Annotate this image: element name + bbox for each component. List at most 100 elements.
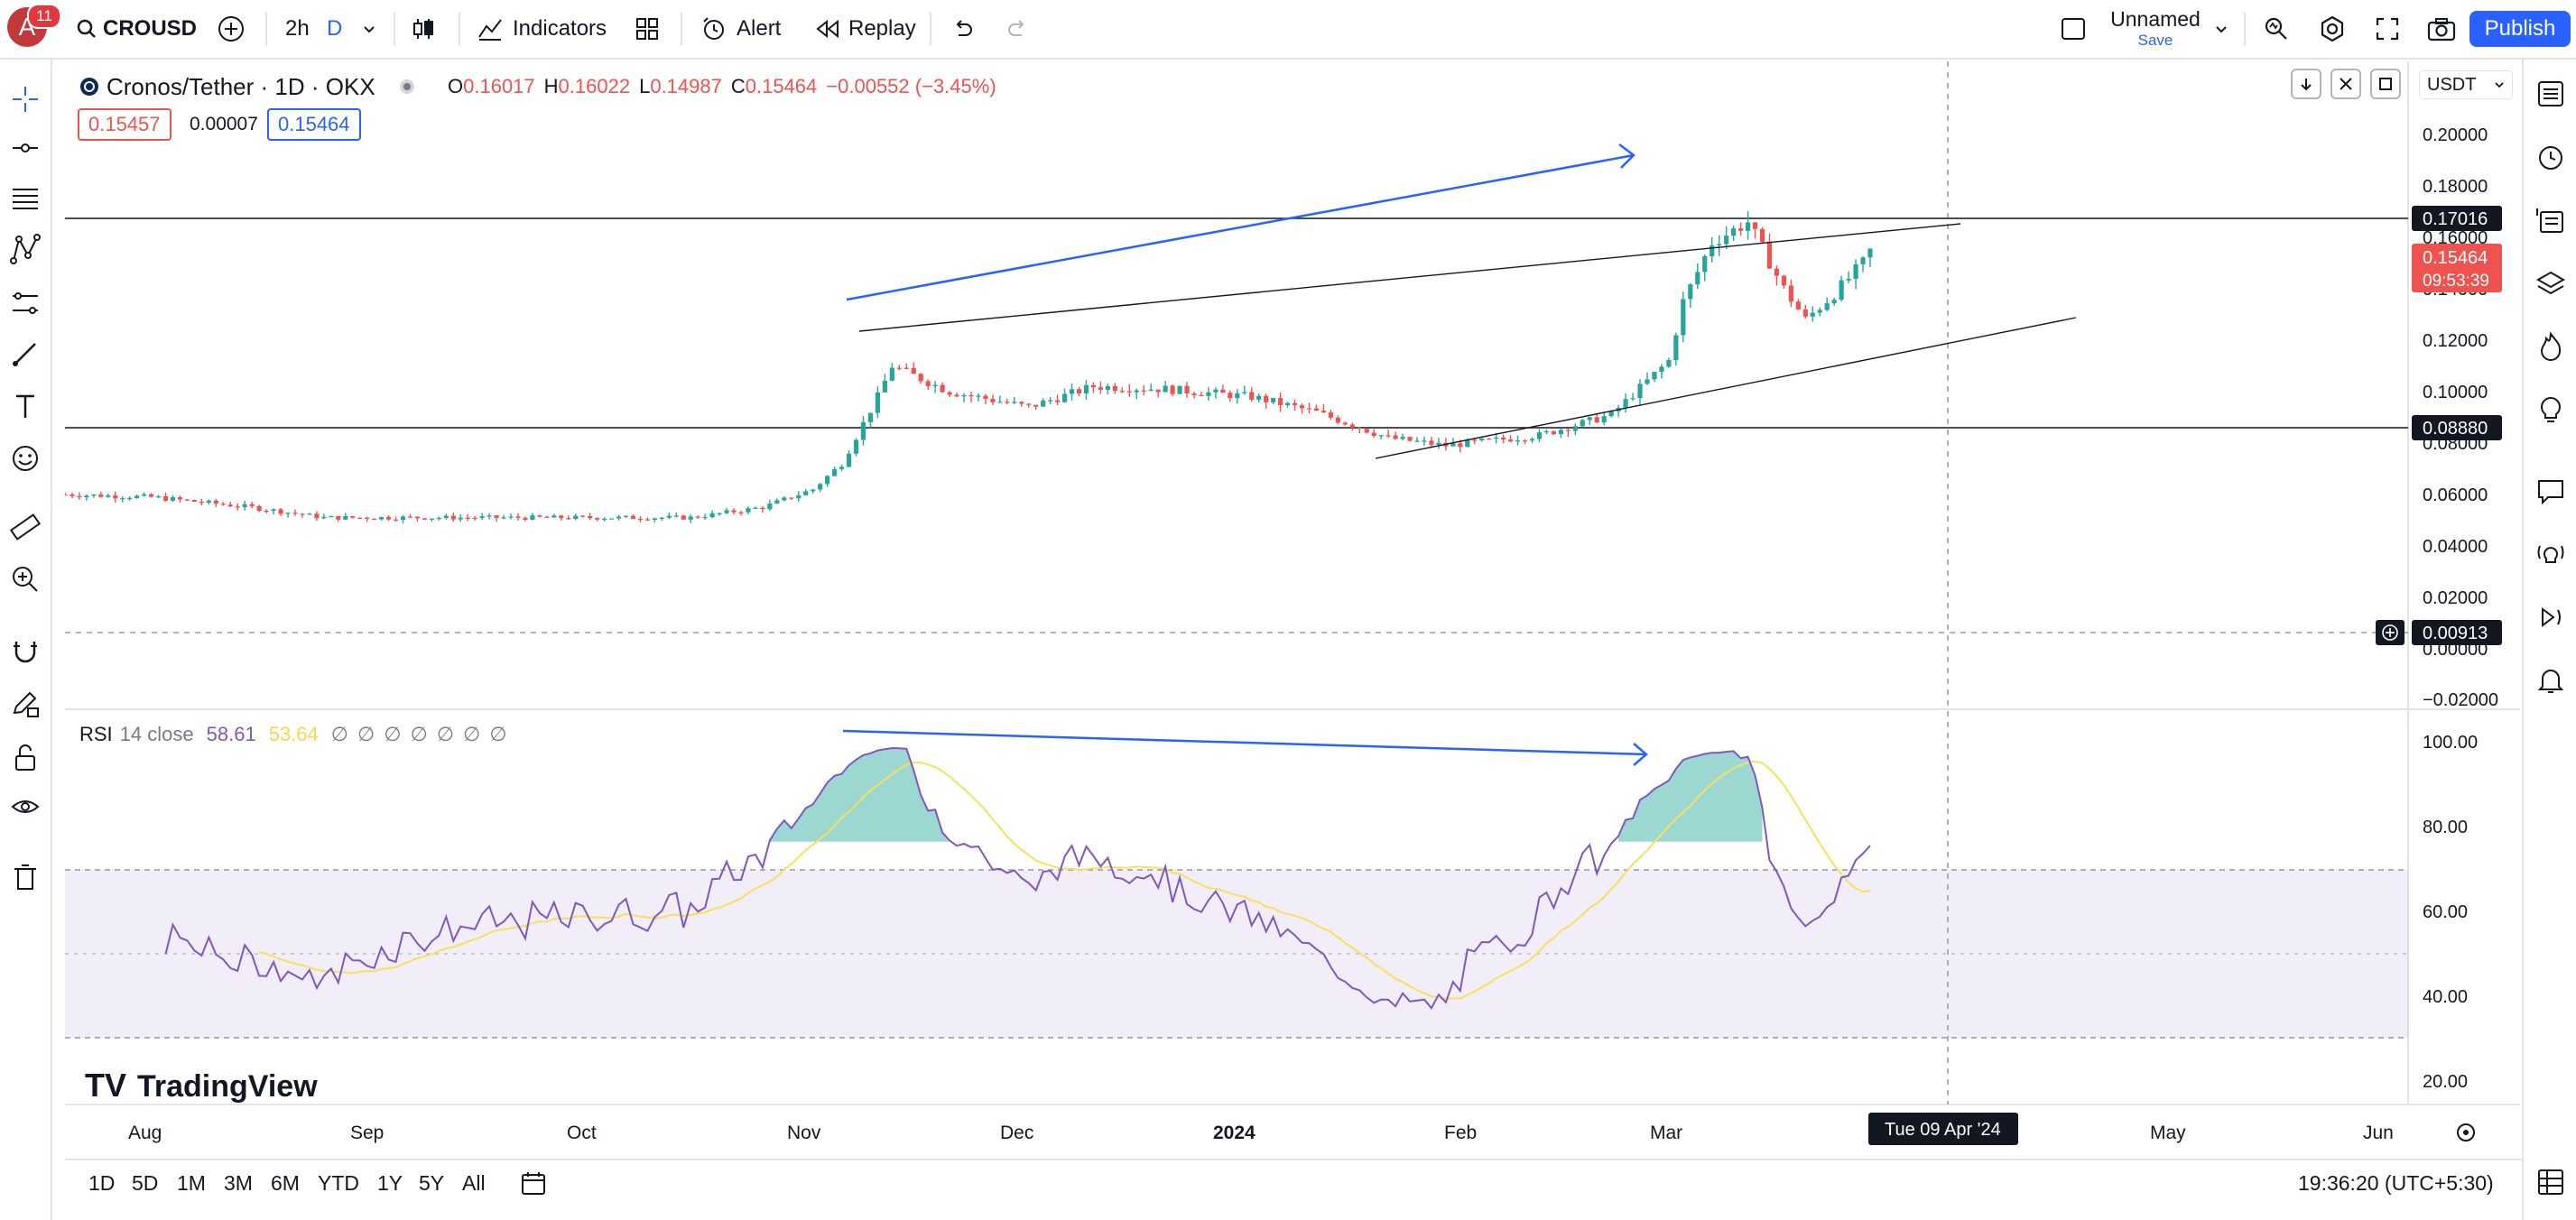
candle-body [753,507,758,509]
chart-pane[interactable]: 0.20000 0.18000 0.16000 0.14000 0.12000 … [65,61,2520,1220]
range-3m[interactable]: 3M [224,1170,253,1195]
redo-button[interactable] [1005,0,1031,58]
range-1y[interactable]: 1Y [377,1170,403,1195]
candle-body [1026,403,1032,405]
text-tool[interactable] [9,390,42,422]
candle-body [1558,430,1563,435]
rsi-trend-arrow[interactable] [842,729,1647,756]
hide-drawings-tool[interactable] [9,790,42,823]
watchlist-button[interactable] [2534,78,2567,110]
symbol-legend[interactable]: Cronos/Tether · 1D · OKX [79,72,415,101]
candle-body [1507,439,1514,442]
symbol-search[interactable]: CROUSD [76,0,197,58]
interval-dropdown[interactable] [361,0,377,58]
trend-line-tool[interactable] [9,132,42,164]
candle-body [803,491,809,495]
tradingview-watermark: TV TradingView [85,1067,318,1104]
magnet-tool[interactable] [9,635,42,668]
ideas-button[interactable] [2534,393,2567,426]
rsi-legend[interactable]: RSI 14 close 58.61 53.64 ∅ ∅ ∅ ∅ ∅ ∅ ∅ [79,722,509,747]
publish-button[interactable]: Publish [2469,11,2571,47]
spread-value: 0.00007 [190,114,258,134]
candle-body [307,513,312,515]
layouts-button[interactable] [634,0,661,58]
streams-button[interactable] [2534,601,2567,633]
maximize-pane-button[interactable] [2370,69,2401,99]
range-ytd[interactable]: YTD [318,1170,359,1195]
layout-toggle[interactable] [2060,0,2087,58]
buy-price-button[interactable]: 0.15464 [267,108,361,141]
collapse-pane-button[interactable] [2330,69,2361,99]
undo-button[interactable] [950,0,975,58]
dom-button[interactable] [2534,1166,2567,1198]
idea-stream-button[interactable] [2534,538,2567,570]
candle-body [940,384,945,393]
range-all[interactable]: All [462,1170,486,1195]
layers-button[interactable] [2534,267,2567,300]
remove-drawings-tool[interactable] [9,861,42,893]
range-1m[interactable]: 1M [177,1170,206,1195]
alert-button[interactable]: Alert [700,0,781,58]
chart-type-button[interactable] [410,0,437,58]
candle-body [1867,248,1873,258]
hotlists-button[interactable] [2534,330,2567,363]
candle-body [1041,400,1046,407]
time-tick: Oct [567,1123,597,1143]
fib-tool[interactable] [9,182,42,215]
top-toolbar: A 11 CROUSD 2h D Indicators Alert Replay [0,0,2576,60]
crosshair-tool[interactable] [9,83,42,116]
alerts-button[interactable] [2534,141,2567,173]
interval-d-button[interactable]: D [327,16,343,41]
chat-button[interactable] [2534,475,2567,507]
chart-canvas[interactable]: 0.20000 0.18000 0.16000 0.14000 0.12000 … [65,61,2520,1159]
sell-price-button[interactable]: 0.15457 [78,108,171,141]
measure-tool[interactable] [9,511,42,543]
stay-in-drawing-tool[interactable] [9,688,42,720]
candle-body [106,495,111,497]
ruler-icon [10,513,41,541]
layout-dropdown[interactable] [2213,0,2229,58]
channel-upper-trendline[interactable] [858,223,1961,332]
flame-icon [2540,331,2562,361]
brush-tool[interactable] [9,337,42,370]
time-axis-settings-button[interactable] [2457,1123,2475,1141]
lock-drawings-tool[interactable] [9,742,42,774]
interval-2h-button[interactable]: 2h [285,16,310,41]
candle-body [1313,408,1320,411]
forecast-tool[interactable] [9,287,42,319]
notifications-button[interactable] [2534,664,2567,697]
zoom-tool[interactable] [9,563,42,596]
object-tree-button[interactable] [2534,204,2567,236]
quick-search-button[interactable] [2262,0,2291,58]
settings-button[interactable] [2318,0,2347,58]
crosshair-date-label-bg [1868,1113,2018,1145]
emoji-tool[interactable] [9,442,42,475]
goto-date-button[interactable] [520,1160,547,1206]
timezone-clock[interactable]: 19:36:20 (UTC+5:30) [2298,1170,2494,1195]
range-6m[interactable]: 6M [271,1170,300,1195]
candle-body [1601,416,1607,423]
price-trend-arrow[interactable] [846,153,1635,301]
rewind-icon [816,19,839,39]
layout-name-button[interactable]: Unnamed Save [2110,7,2201,51]
compare-symbol-button[interactable] [217,0,246,58]
candle-body [357,517,363,519]
range-1d[interactable]: 1D [88,1170,116,1195]
currency-select[interactable]: USDT [2419,70,2513,99]
candle-body [1501,437,1506,440]
range-5y[interactable]: 5Y [419,1170,445,1195]
fullscreen-button[interactable] [2374,0,2401,58]
replay-button[interactable]: Replay [814,0,916,58]
range-5d[interactable]: 5D [132,1170,159,1195]
indicators-button[interactable]: Indicators [477,0,607,58]
change-value: −0.00552 (−3.45%) [826,75,996,97]
candle-body [1033,404,1039,407]
layout-name: Unnamed [2110,7,2201,31]
candle-body [1299,405,1305,409]
bell-icon [2537,670,2564,693]
move-pane-down-button[interactable] [2291,69,2321,99]
candle-body [350,515,356,518]
channel-lower-trendline[interactable] [1375,317,2077,459]
snapshot-button[interactable] [2426,0,2457,58]
pattern-tool[interactable] [9,233,42,265]
